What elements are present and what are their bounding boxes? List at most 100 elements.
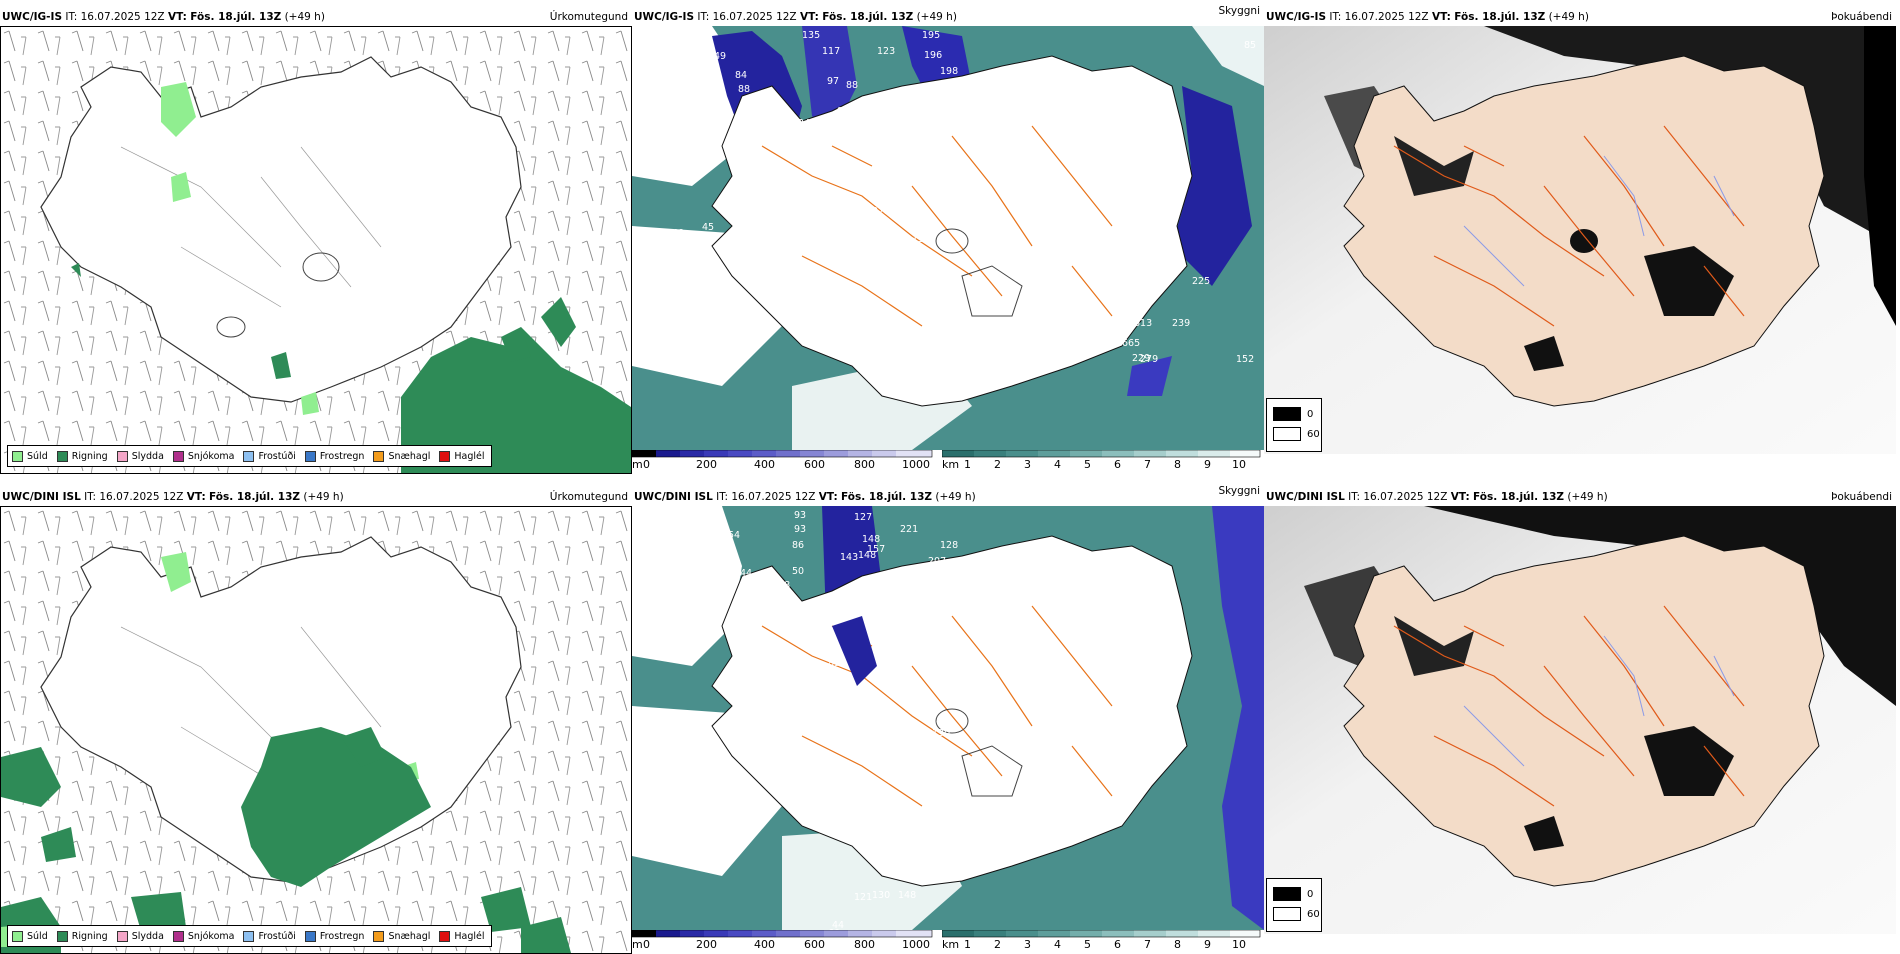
fog-map: 0 60 — [1264, 26, 1896, 454]
visibility-value: 90 — [832, 246, 844, 257]
visibility-tick: 3 — [1024, 938, 1031, 950]
legend-item: Frostregn — [304, 450, 365, 462]
legend-label: Frostúði — [258, 450, 296, 462]
visibility-value: 90 — [944, 110, 956, 121]
visibility-value: 198 — [940, 66, 958, 77]
legend-label: Snæhagl — [388, 930, 431, 942]
legend-item: Snjókoma — [172, 450, 234, 462]
visibility-value: 143 — [840, 552, 858, 563]
visibility-value: 59 — [716, 562, 728, 573]
elevation-colorbar: m 0 200 400 600 800 1000 — [632, 930, 933, 950]
fog-map-graphic — [1264, 26, 1896, 454]
visibility-value: 225 — [1192, 276, 1210, 287]
legend-item: Snjókoma — [172, 930, 235, 942]
visibility-value: 85 — [1244, 40, 1256, 51]
fog-legend: 0 60 — [1266, 398, 1322, 452]
fog-legend: 0 60 — [1266, 878, 1322, 932]
panel-header: UWC/DINI ISL IT: 16.07.2025 12Z VT: Fös.… — [0, 488, 632, 506]
legend-swatch — [12, 930, 23, 942]
visibility-tick: 2 — [994, 458, 1001, 470]
visibility-value: 148 — [858, 550, 876, 561]
fog-legend-swatch — [1273, 427, 1301, 441]
precip-map-graphic — [1, 507, 631, 953]
visibility-value: 48 — [700, 48, 712, 59]
visibility-value: 694 — [1036, 272, 1054, 283]
visibility-value: 52 — [1016, 754, 1028, 765]
fog-legend-value: 0 — [1307, 408, 1314, 420]
visibility-tick: 4 — [1054, 458, 1061, 470]
legend-item: Frostregn — [304, 930, 364, 942]
visibility-value: 84 — [734, 180, 746, 191]
visibility-tick: 6 — [1114, 458, 1121, 470]
visibility-value: 129 — [928, 784, 946, 795]
legend-label: Snjókoma — [187, 930, 235, 942]
visibility-value: 57 — [803, 160, 815, 171]
visibility-value: 50 — [792, 566, 804, 577]
elevation-tick: 400 — [754, 458, 775, 470]
precip-map: Súld Rigning Slydda Snjókoma Frostúði Fr… — [0, 506, 632, 954]
visibility-value: 93 — [877, 126, 889, 137]
legend-swatch — [116, 930, 128, 942]
panel-header: UWC/IG-IS IT: 16.07.2025 12Z VT: Fös. 18… — [632, 5, 1264, 26]
visibility-value: 637 — [932, 84, 950, 95]
visibility-value: 98 — [1052, 298, 1064, 309]
visibility-value: 229 — [1132, 353, 1150, 364]
visibility-colorbar: km 1 2 3 4 5 6 7 8 9 10 — [942, 450, 1261, 470]
visibility-value: 613 — [1134, 318, 1152, 329]
elevation-colorbar: m 0 200 400 600 800 1000 — [632, 450, 933, 470]
visibility-panel-top: UWC/IG-IS IT: 16.07.2025 12Z VT: Fös. 18… — [632, 5, 1264, 474]
visibility-value: 105 — [992, 348, 1010, 359]
visibility-value: 93 — [794, 510, 806, 521]
legend-item: Frostúði — [243, 930, 296, 942]
legend-item: Snæhagl — [373, 930, 431, 942]
panel-header: UWC/DINI ISL IT: 16.07.2025 12Z VT: Fös.… — [632, 485, 1264, 506]
legend-swatch — [172, 930, 184, 942]
legend-item: Haglél — [439, 450, 485, 462]
visibility-value: 148 — [898, 890, 916, 901]
precip-legend: Súld Rigning Slydda Snjókoma Frostúði Fr… — [7, 445, 492, 467]
fog-legend-value: 60 — [1307, 428, 1320, 440]
visibility-value: 86 — [792, 540, 804, 551]
panel-run-info: UWC/DINI ISL IT: 16.07.2025 12Z VT: Fös.… — [634, 491, 976, 503]
visibility-value: 157 — [867, 544, 885, 555]
elevation-unit: m — [632, 458, 643, 470]
panel-title: Skyggni — [1218, 5, 1261, 17]
legend-label: Slydda — [131, 450, 164, 462]
visibility-value: 127 — [854, 512, 872, 523]
visibility-value: 56 — [692, 100, 704, 111]
legend-item: Slydda — [116, 930, 164, 942]
legend-label: Frostregn — [319, 450, 365, 462]
panel-header: UWC/DINI ISL IT: 16.07.2025 12Z VT: Fös.… — [1264, 488, 1896, 506]
visibility-value: 328 — [1022, 734, 1040, 745]
legend-item: Slydda — [116, 450, 164, 462]
legend-swatch — [304, 450, 316, 462]
visibility-value: 162 — [878, 716, 896, 727]
fog-map: 0 60 — [1264, 506, 1896, 934]
visibility-value: 60 — [828, 928, 840, 930]
visibility-value: 239 — [1172, 318, 1190, 329]
legend-swatch — [243, 450, 255, 462]
panel-run-info: UWC/IG-IS IT: 16.07.2025 12Z VT: Fös. 18… — [2, 11, 325, 23]
panel-run-info: UWC/DINI ISL IT: 16.07.2025 12Z VT: Fös.… — [1266, 491, 1608, 503]
visibility-value: 117 — [822, 46, 840, 57]
legend-label: Haglél — [454, 930, 485, 942]
panel-header: UWC/IG-IS IT: 16.07.2025 12Z VT: Fös. 18… — [1264, 8, 1896, 26]
legend-item: Snæhagl — [373, 450, 430, 462]
elevation-tick: 1000 — [902, 458, 930, 470]
legend-item: Frostúði — [243, 450, 296, 462]
visibility-colorbar: km 1 2 3 4 5 6 7 8 9 10 — [942, 930, 1261, 950]
visibility-value: 133 — [772, 600, 790, 611]
visibility-unit: km — [942, 938, 959, 950]
visibility-tick: 5 — [1084, 458, 1091, 470]
fog-legend-swatch — [1273, 907, 1301, 921]
visibility-value: 43 — [762, 690, 774, 701]
elevation-tick: 800 — [854, 938, 875, 950]
visibility-value: 132 — [930, 770, 948, 781]
visibility-value: 128 — [772, 580, 790, 591]
visibility-value: 207 — [928, 556, 946, 567]
visibility-unit: km — [942, 458, 959, 470]
visibility-value: 665 — [1122, 338, 1140, 349]
visibility-value: 49 — [714, 51, 726, 62]
visibility-tick: 10 — [1232, 458, 1246, 470]
